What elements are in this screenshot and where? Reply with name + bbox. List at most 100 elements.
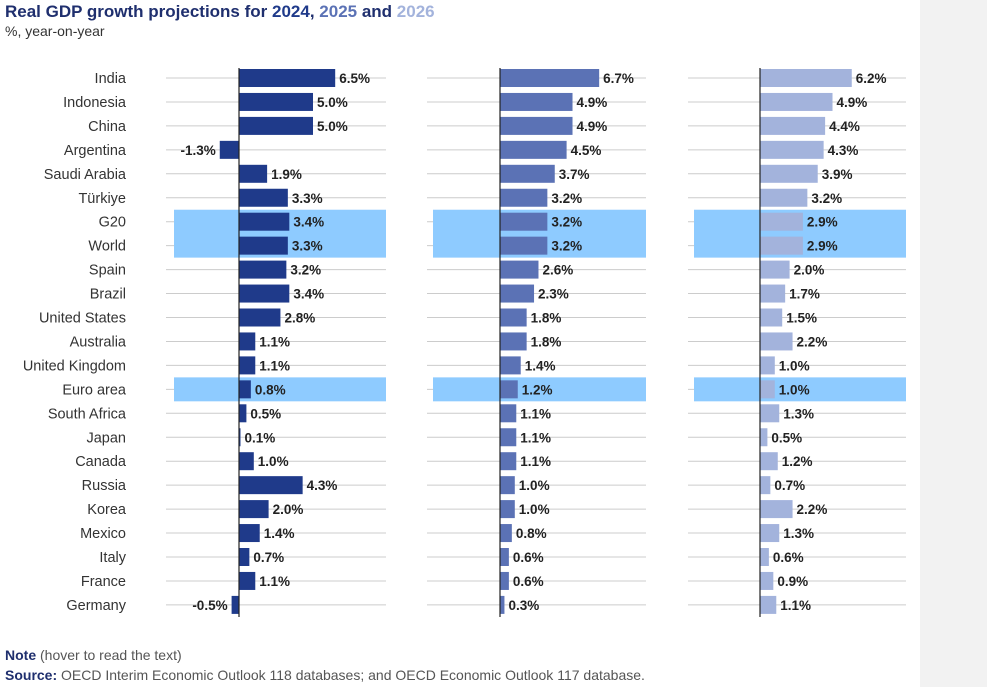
bar [239,452,254,471]
bar [500,164,555,183]
title-year-2026: 2026 [396,2,435,21]
data-label: 0.8% [255,382,286,397]
bar [239,428,241,447]
bar [500,500,515,519]
note-text: (hover to read the text) [36,647,182,663]
bar [239,476,303,495]
bar [239,571,256,590]
country-label: Mexico [80,526,126,542]
bar [500,236,548,255]
data-label: 0.8% [516,526,547,541]
data-label: 3.2% [290,263,321,278]
title-year-2024: 2024 [272,2,310,21]
bar [239,332,256,351]
bar [500,571,509,590]
country-label: Indonesia [63,95,127,111]
title-sep-2: and [357,2,397,21]
bar [760,284,786,303]
data-label: 0.1% [244,430,275,445]
data-label: 3.2% [551,191,582,206]
bar [500,404,517,423]
country-label: China [88,119,127,135]
bar [239,188,288,207]
country-label: Brazil [90,287,126,303]
bar [760,92,833,111]
bar [500,428,517,447]
chart-subtitle: %, year-on-year [5,23,105,39]
data-label: 2.9% [807,215,838,230]
bar [500,476,515,495]
bar-chart: India Indonesia China Argentina Saudi Arabia… [23,68,906,617]
data-label: 1.1% [520,406,551,421]
country-label: Türkiye [78,191,126,207]
bar [500,116,573,135]
data-label: 1.4% [264,526,295,541]
data-label: 1.0% [779,382,810,397]
panel-2025: 6.7% 4.9% 4.9% 4.5% 3.7% 3.2% 3.2% 3.2% 2.6% 2.3%… [427,68,646,617]
data-label: 1.1% [520,430,551,445]
data-label: 2.8% [284,311,315,326]
country-label: Russia [82,478,127,494]
data-label: 0.6% [513,550,544,565]
data-label: 2.9% [807,239,838,254]
data-label: 1.4% [525,358,556,373]
data-label: 2.3% [538,287,569,302]
bar [239,260,287,279]
country-label: Argentina [64,143,127,159]
country-label: United States [39,311,126,327]
data-label: 1.0% [519,502,550,517]
bar [760,595,777,614]
data-label: 2.2% [797,502,828,517]
data-label: 0.5% [250,406,281,421]
country-label: Japan [86,430,126,446]
panel-2026: 6.2% 4.9% 4.4% 4.3% 3.9% 3.2% 2.9% 2.9% 2.0% 1.7%… [688,68,906,617]
data-label: 2.2% [797,334,828,349]
data-label: 1.7% [789,287,820,302]
data-label: 1.2% [782,454,813,469]
bar [500,260,539,279]
bar [760,69,852,87]
bar [760,476,771,495]
data-label: 4.9% [577,119,608,134]
data-label: 3.9% [822,167,853,182]
bar [500,595,505,614]
data-label: 1.1% [259,358,290,373]
bar [500,92,573,111]
data-label: 4.3% [828,143,859,158]
country-label: G20 [99,215,126,231]
bar [239,92,313,111]
data-label: 3.2% [811,191,842,206]
country-label: United Kingdom [23,358,126,374]
bar [500,452,517,471]
bar [500,380,518,399]
highlight-band [433,377,646,402]
data-label: -1.3% [180,143,215,158]
data-label: 0.3% [508,598,539,613]
bar [239,212,290,231]
data-label: 5.0% [317,95,348,110]
title-sep-1: , [309,2,320,21]
country-label: World [88,239,126,255]
data-label: 1.1% [259,574,290,589]
data-label: 3.3% [292,191,323,206]
data-label: 0.9% [777,574,808,589]
data-label: 3.2% [551,239,582,254]
data-label: 3.3% [292,239,323,254]
country-label: India [95,71,127,87]
data-label: 4.3% [307,478,338,493]
data-label: 5.0% [317,119,348,134]
highlight-band [174,377,386,402]
data-label: 1.3% [783,526,814,541]
data-label: 1.2% [522,382,553,397]
note[interactable]: Note (hover to read the text) [5,647,182,663]
data-label: 0.6% [513,574,544,589]
data-label: 1.0% [519,478,550,493]
bar [500,284,535,303]
bar [239,500,269,519]
bar [500,332,527,351]
data-label: 0.7% [774,478,805,493]
bar [760,236,803,255]
data-label: 1.8% [531,311,562,326]
source-text: OECD Interim Economic Outlook 118 databa… [57,667,645,683]
bar [760,524,780,543]
